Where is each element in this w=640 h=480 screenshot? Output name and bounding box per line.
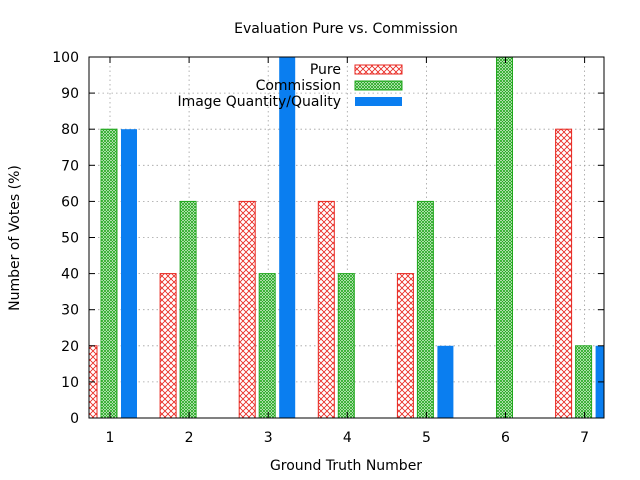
y-tick-label: 50: [61, 231, 79, 247]
legend-swatch: [354, 64, 403, 75]
bar-pure-2: [159, 273, 177, 419]
legend-label: Image Quantity/Quality: [177, 94, 341, 110]
bar-commission-5: [416, 200, 434, 419]
x-tick-label: 5: [422, 430, 431, 446]
y-tick-label: 30: [61, 303, 79, 319]
y-tick-label: 40: [61, 267, 79, 283]
legend-label: Pure: [310, 62, 341, 78]
bar-commission-7: [575, 345, 593, 419]
bar-commission-3: [258, 273, 276, 419]
legend-swatch: [355, 97, 402, 106]
bar-pure-5: [396, 273, 414, 419]
x-axis-title: Ground Truth Number: [270, 458, 422, 474]
legend-label: Commission: [256, 78, 341, 94]
y-tick-label: 0: [70, 411, 79, 427]
bar-pure-3: [238, 200, 256, 419]
bar-pure-4: [317, 200, 335, 419]
y-tick-label: 60: [61, 194, 79, 210]
bar-commission-2: [179, 200, 197, 419]
bar-image-quantity-quality-5: [437, 345, 454, 418]
chart-title: Evaluation Pure vs. Commission: [234, 21, 458, 37]
bars-layer: [88, 56, 604, 419]
x-tick-label: 6: [501, 430, 510, 446]
bar-commission-1: [100, 128, 118, 419]
x-tick-label: 4: [343, 430, 352, 446]
x-tick-label: 7: [580, 430, 589, 446]
y-axis-title: Number of Votes (%): [7, 165, 23, 311]
x-tick-label: 2: [185, 430, 194, 446]
bar-image-quantity-quality-1: [121, 129, 137, 418]
y-tick-label: 20: [61, 339, 79, 355]
ticks-layer: 0 10 20 30 40 50 60 70 80 90 100 1 2 3 4 5 6 7: [52, 50, 604, 446]
y-tick-label: 80: [61, 122, 79, 138]
x-tick-label: 3: [264, 430, 273, 446]
bar-pure-7: [555, 128, 573, 419]
x-tick-label: 1: [106, 430, 115, 446]
bar-commission-4: [337, 273, 355, 419]
plot-frame: [88, 56, 605, 419]
y-tick-label: 70: [61, 158, 79, 174]
bar-commission-6: [496, 56, 513, 419]
bar-image-quantity-quality-3: [279, 57, 296, 418]
legend-swatch: [354, 80, 403, 91]
y-tick-label: 90: [61, 86, 79, 102]
y-tick-label: 100: [52, 50, 79, 66]
y-tick-label: 10: [61, 375, 79, 391]
